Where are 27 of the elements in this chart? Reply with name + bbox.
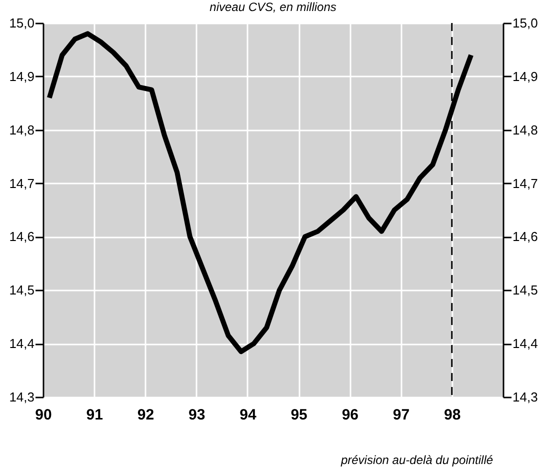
- y-tick-label: 15,0: [9, 16, 34, 30]
- y2-tick-label: 14,4: [512, 336, 538, 352]
- y-tick-label: 14,3: [9, 390, 34, 404]
- x-tick-label: 97: [392, 406, 410, 424]
- chart-subtitle: niveau CVS, en millions: [210, 0, 336, 14]
- y2-tick-label: 15,0: [512, 16, 538, 30]
- x-tick-label: 98: [444, 406, 461, 424]
- y2-tick-label: 14,5: [512, 282, 538, 298]
- y2-tick-label: 14,8: [512, 122, 538, 138]
- y-tick-label: 14,5: [9, 282, 34, 298]
- x-tick-label: 95: [290, 406, 308, 424]
- x-tick-label: 96: [342, 406, 359, 424]
- x-tick-label: 91: [86, 406, 103, 424]
- y2-tick-label: 14,3: [512, 390, 538, 404]
- y-tick-label: 14,8: [9, 122, 34, 138]
- x-tick-label: 90: [35, 406, 52, 424]
- y-tick-label: 14,6: [9, 229, 34, 244]
- x-tick-label: 92: [137, 406, 154, 424]
- y2-tick-label: 14,9: [512, 68, 538, 84]
- y-tick-label: 14,9: [9, 68, 34, 84]
- y2-tick-label: 14,7: [512, 176, 538, 191]
- y-tick-label: 14,7: [9, 176, 34, 191]
- y-tick-label: 14,4: [9, 336, 34, 352]
- x-tick-label: 93: [188, 406, 206, 424]
- text: prévision au-delà du pointillé: [340, 453, 494, 467]
- x-tick-label: 94: [240, 406, 257, 424]
- y2-tick-label: 14,6: [512, 229, 538, 244]
